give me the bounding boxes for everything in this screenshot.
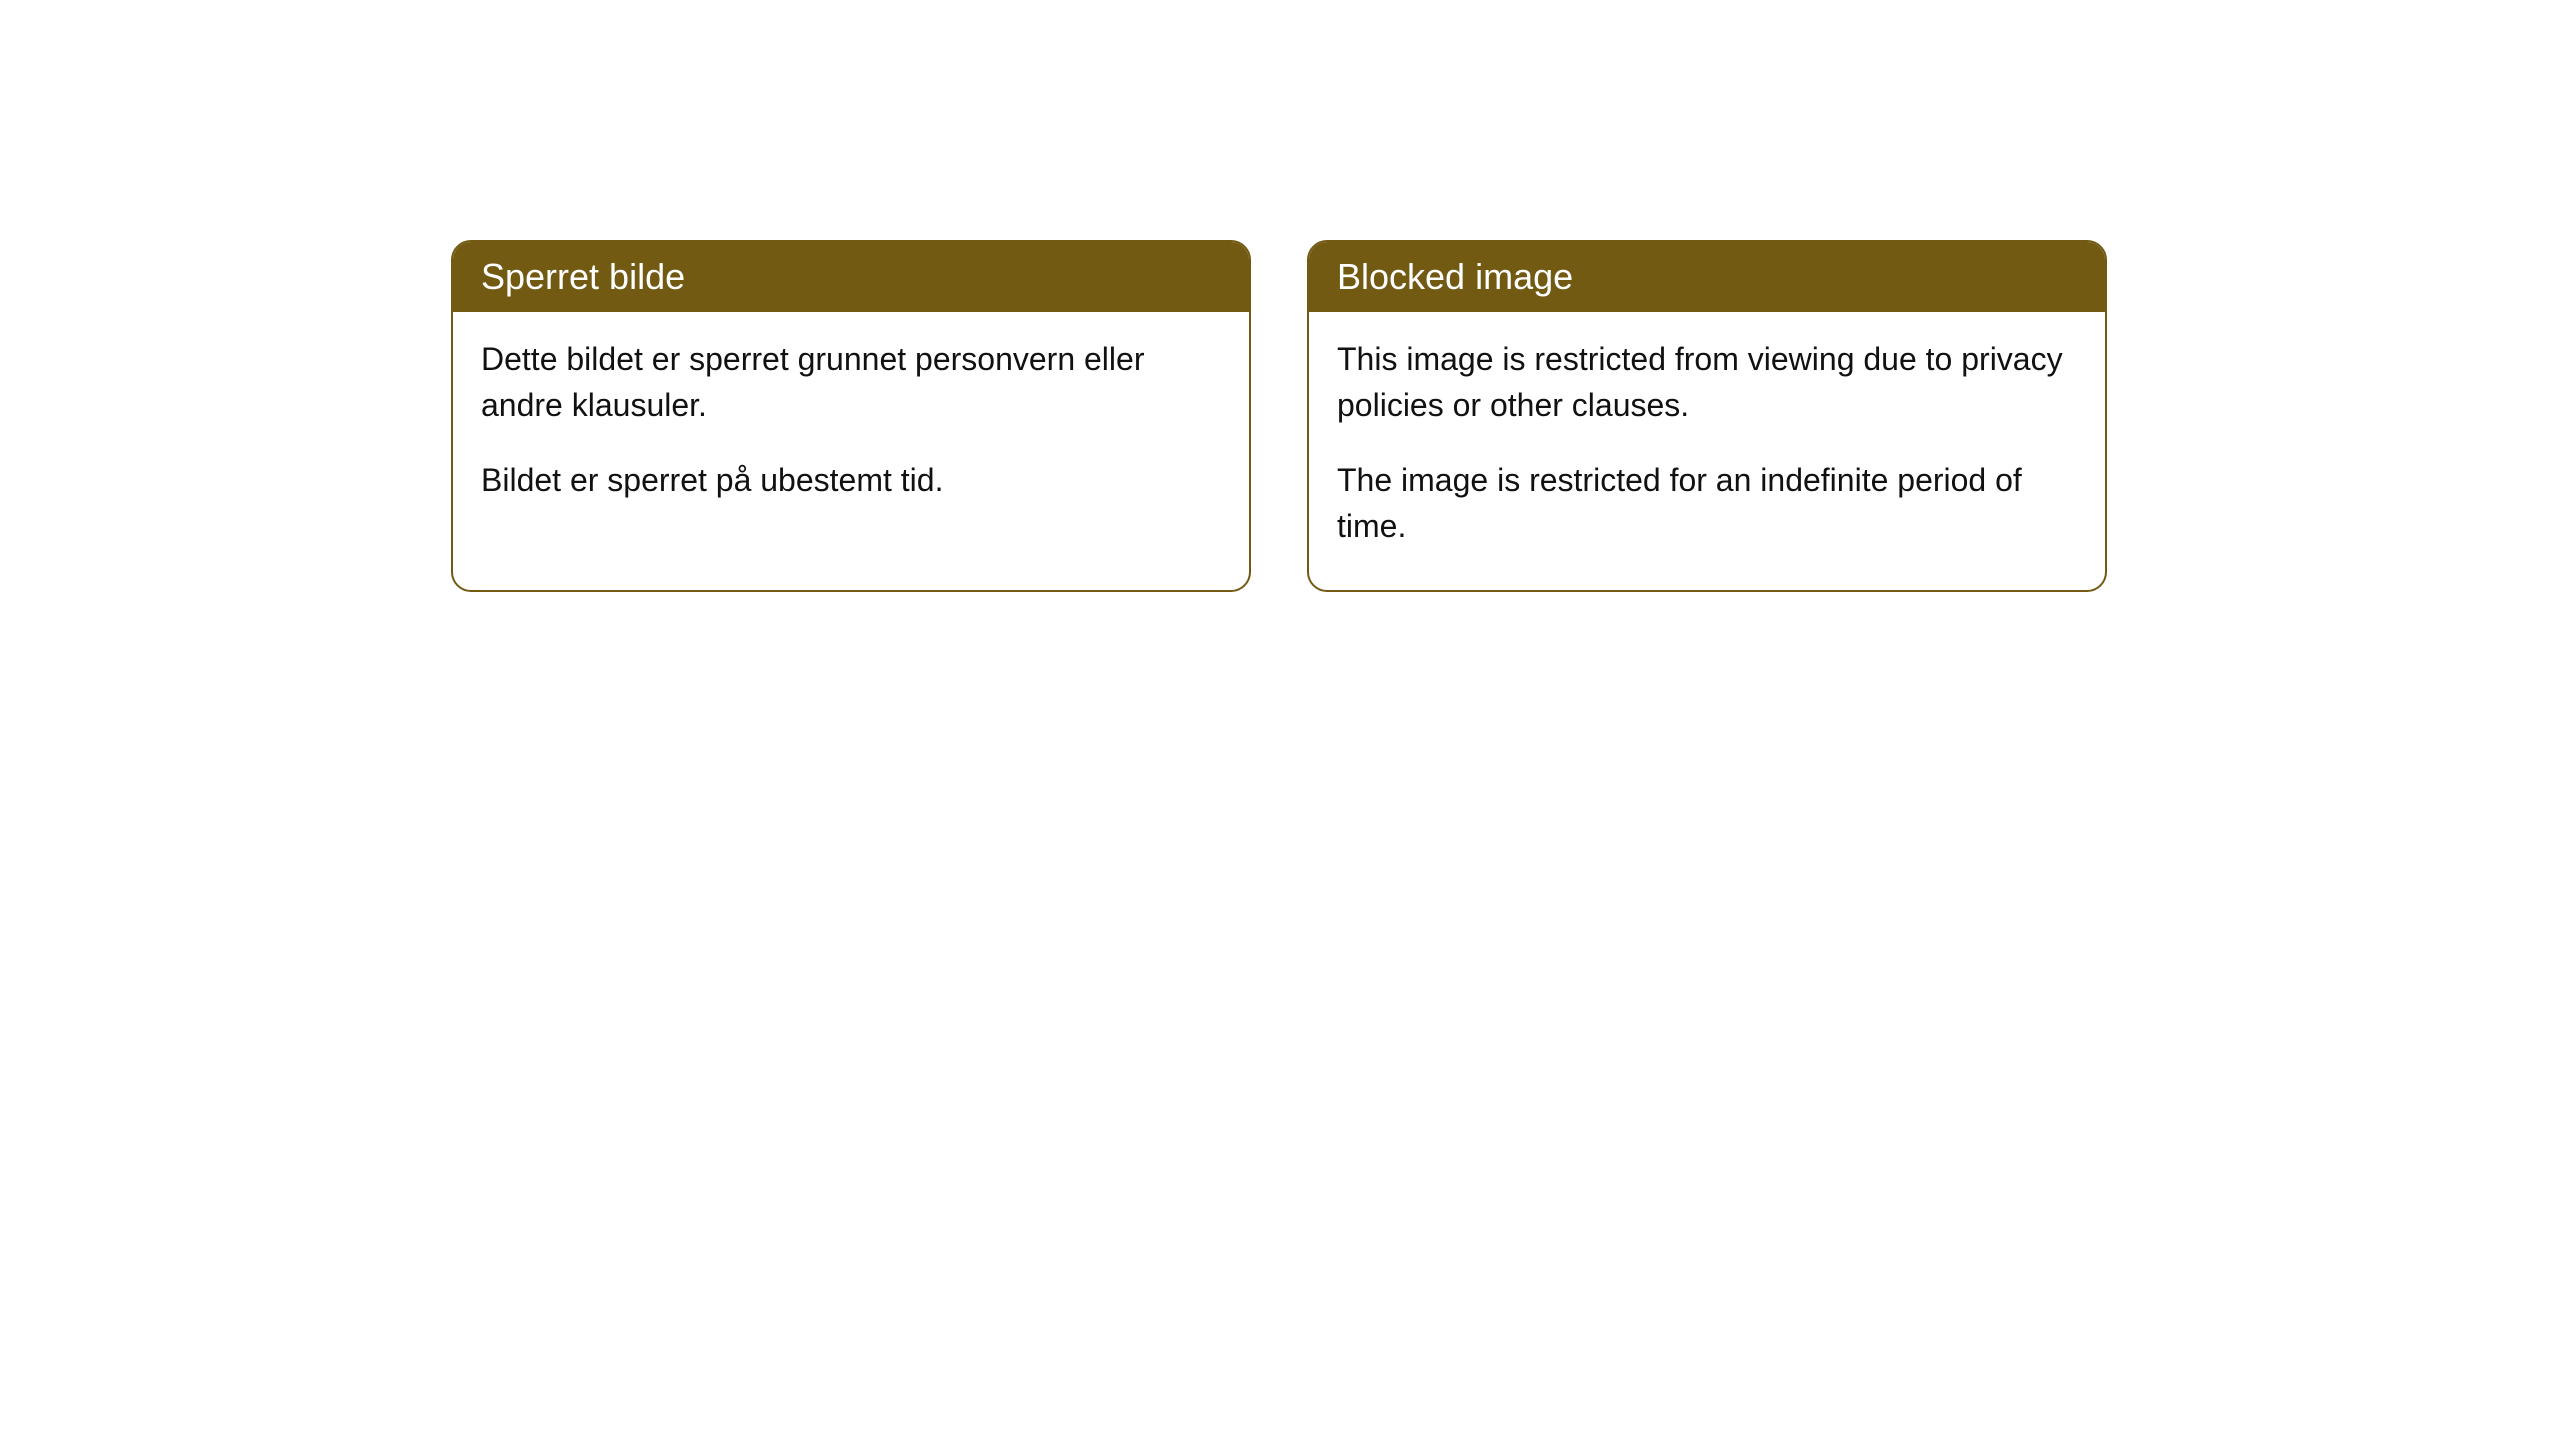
notice-card-norwegian: Sperret bilde Dette bildet er sperret gr… xyxy=(451,240,1251,592)
card-title: Blocked image xyxy=(1337,256,1573,297)
card-body: Dette bildet er sperret grunnet personve… xyxy=(453,312,1249,543)
notice-cards-container: Sperret bilde Dette bildet er sperret gr… xyxy=(451,240,2107,592)
card-paragraph: The image is restricted for an indefinit… xyxy=(1337,457,2077,550)
card-title: Sperret bilde xyxy=(481,256,685,297)
card-paragraph: Bildet er sperret på ubestemt tid. xyxy=(481,457,1221,503)
card-paragraph: Dette bildet er sperret grunnet personve… xyxy=(481,336,1221,429)
card-body: This image is restricted from viewing du… xyxy=(1309,312,2105,590)
card-header: Blocked image xyxy=(1309,242,2105,312)
card-header: Sperret bilde xyxy=(453,242,1249,312)
notice-card-english: Blocked image This image is restricted f… xyxy=(1307,240,2107,592)
card-paragraph: This image is restricted from viewing du… xyxy=(1337,336,2077,429)
